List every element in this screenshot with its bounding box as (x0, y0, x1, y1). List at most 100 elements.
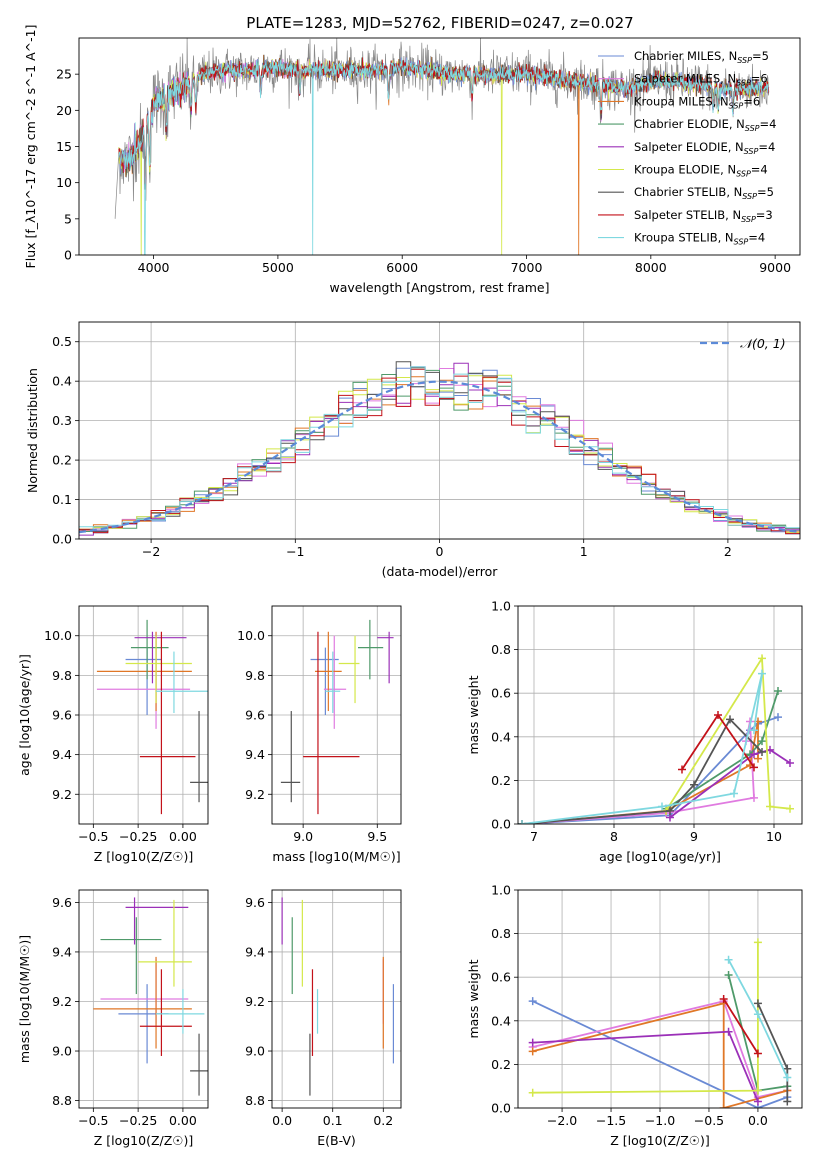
x-axis-label: age [log10(age/yr)] (599, 849, 721, 864)
x-tick-label: −1.5 (596, 1113, 626, 1128)
y-tick-label: 0.6 (491, 970, 511, 985)
panel-residuals: −2 −1 0 1 2 0.0 0.1 0.2 0.3 0.4 0.5 (data-model)/er… (25, 321, 801, 579)
legend-subscript: SSP (736, 79, 751, 88)
y-tick-label: 1.0 (491, 599, 511, 614)
x-tick-label: 4000 (138, 260, 170, 275)
panel-weight_vs_Z: −2.0 −1.5 −1.0 −0.5 0.0 0.0 0.2 0.4 0.6 0.8 1.0 Z [… (466, 883, 803, 1148)
y-tick-label: 9.0 (245, 1044, 265, 1059)
y-axis-label: Flux [f_λ10^-17 erg cm^-2 s^-1 A^-1] (23, 25, 38, 269)
plus-marker (786, 758, 794, 767)
y-tick-label: 9.6 (245, 708, 265, 723)
plus-marker (724, 1027, 733, 1036)
x-axis-label: wavelength [Angstrom, rest frame] (329, 280, 549, 295)
series-kroupa-stelib (521, 673, 763, 824)
plus-marker (783, 1073, 792, 1082)
x-tick-label: 7 (530, 829, 538, 844)
y-tick-label: 0.8 (491, 926, 511, 941)
plot-area (518, 654, 794, 824)
legend-label: Kroupa MILES, NSSP=6 (634, 94, 760, 110)
plus-marker (666, 806, 674, 815)
series-salpeter-stelib (118, 57, 770, 184)
x-tick-label: −1 (286, 544, 304, 559)
figure-title: PLATE=1283, MJD=52762, FIBERID=0247, z=0… (246, 14, 633, 32)
y-tick-label: 0.6 (491, 686, 511, 701)
y-tick-label: 9.4 (52, 747, 72, 762)
axes-frame (517, 889, 803, 1109)
legend-label: Chabrier MILES, NSSP=5 (634, 49, 769, 65)
plus-marker (724, 955, 733, 964)
series-kroupa-elodie (665, 655, 791, 812)
plus-marker (714, 711, 722, 719)
axes-frame (517, 605, 803, 825)
y-tick-label: 0 (64, 248, 72, 263)
x-tick-label: 1 (580, 544, 588, 559)
x-axis-label: (data-model)/error (382, 564, 499, 579)
legend-subscript: SSP (745, 124, 760, 133)
x-tick-label: 10 (766, 829, 782, 844)
y-tick-label: 9.8 (52, 668, 72, 683)
plus-marker (528, 1088, 537, 1097)
y-tick-label: 9.2 (52, 994, 72, 1009)
y-tick-label: 0.4 (491, 1013, 511, 1028)
y-tick-label: 9.2 (52, 787, 72, 802)
plus-marker (528, 1038, 537, 1047)
normal-curve (79, 380, 800, 534)
y-tick-label: 1.0 (491, 883, 511, 898)
x-tick-label: −0.5 (694, 1113, 724, 1128)
legend-subscript: SSP (742, 192, 757, 201)
plus-marker (753, 1097, 762, 1106)
x-tick-label: −2.0 (547, 1113, 577, 1128)
panel-spectrum: 4000 5000 6000 7000 8000 9000 0 5 10 15 20 25 wavele… (23, 25, 801, 295)
legend-count: =5 (757, 185, 774, 199)
legend-count: =4 (760, 117, 777, 131)
y-tick-label: 9.6 (245, 895, 265, 910)
axes-frame (271, 889, 402, 1109)
x-tick-label: 0.00 (169, 829, 197, 844)
x-tick-label: 2 (724, 544, 732, 559)
legend-count: =4 (748, 231, 765, 245)
legend-label: Salpeter STELIB, NSSP=3 (634, 208, 773, 224)
x-tick-label: −0.5 (78, 829, 108, 844)
plus-marker (690, 780, 698, 789)
legend-count: =4 (758, 140, 775, 154)
x-tick-label: 6000 (386, 260, 418, 275)
y-tick-label: 9.6 (52, 895, 72, 910)
legend-label: 𝒩(0, 1) (740, 336, 786, 351)
axes-frame (78, 605, 209, 825)
axes-frame (78, 37, 801, 256)
y-axis-label: mass weight (466, 675, 481, 754)
x-axis-label: E(B-V) (317, 1133, 356, 1148)
legend-label: Salpeter MILES, NSSP=6 (634, 72, 768, 88)
y-axis-label: Normed distribution (25, 368, 40, 493)
y-tick-label: 9.0 (52, 1044, 72, 1059)
y-tick-label: 0.4 (52, 374, 72, 389)
y-tick-label: 10.0 (237, 628, 265, 643)
plus-marker (750, 763, 758, 772)
legend-count: =6 (751, 72, 768, 86)
plot-area (79, 361, 800, 536)
axes-frame (78, 321, 801, 540)
plot-area (281, 897, 395, 1096)
plus-marker (783, 1097, 792, 1106)
legend-count: =4 (751, 163, 768, 177)
plus-marker (726, 715, 734, 724)
plus-marker (758, 737, 766, 746)
x-tick-label: 8000 (635, 260, 667, 275)
plus-marker (758, 748, 766, 757)
legend-subscript: SSP (736, 170, 751, 179)
y-tick-label: 9.6 (52, 708, 72, 723)
x-tick-label: 9 (690, 829, 698, 844)
y-tick-label: 0.0 (52, 532, 72, 547)
series-chabrier-elodie (665, 690, 779, 810)
plus-marker (753, 1010, 762, 1019)
y-axis-label: age [log10(age/yr)] (17, 654, 32, 776)
plus-marker (678, 765, 686, 774)
legend-count: =5 (752, 49, 769, 63)
plot-area (93, 897, 208, 1096)
panel-mass_vs_EBV: 0.0 0.1 0.2 8.8 9.0 9.2 9.4 9.6 E(B-V) (245, 889, 402, 1148)
y-tick-label: 0.2 (491, 1057, 511, 1072)
x-axis-label: Z [log10(Z/Z☉)] (94, 849, 194, 864)
x-tick-label: 9.0 (293, 829, 313, 844)
plus-marker (753, 1049, 762, 1058)
y-tick-label: 0.8 (491, 642, 511, 657)
